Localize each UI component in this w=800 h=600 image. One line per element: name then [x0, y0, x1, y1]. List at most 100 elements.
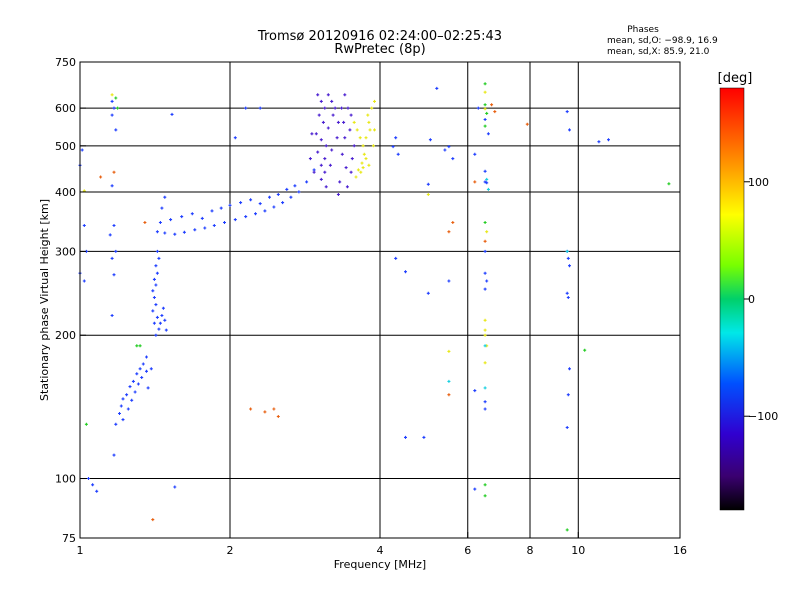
- scatter-point: [164, 328, 168, 332]
- scatter-point: [566, 393, 570, 397]
- scatter-point: [173, 232, 177, 236]
- scatter-point: [228, 203, 232, 207]
- scatter-point: [276, 193, 280, 196]
- scatter-point: [483, 82, 487, 86]
- x-tick-label: 16: [673, 544, 687, 557]
- scatter-point: [447, 393, 451, 397]
- scatter-point: [319, 177, 323, 181]
- scatter-point: [110, 184, 114, 188]
- scatter-point: [108, 233, 112, 237]
- scatter-point: [485, 181, 489, 185]
- scatter-point: [151, 309, 155, 313]
- scatter-point: [138, 344, 142, 348]
- scatter-point: [219, 206, 223, 210]
- scatter-point: [154, 303, 158, 307]
- scatter-point: [485, 111, 489, 115]
- scatter-point: [143, 221, 147, 224]
- scatter-point: [155, 315, 159, 319]
- scatter-point: [151, 289, 155, 293]
- scatter-point: [447, 145, 451, 149]
- scatter-point: [289, 195, 293, 199]
- scatter-series: [99, 103, 529, 522]
- scatter-point: [483, 124, 487, 128]
- scatter-point: [268, 195, 271, 199]
- scatter-point: [112, 170, 116, 174]
- scatter-point: [331, 113, 335, 117]
- scatter-point: [163, 231, 167, 235]
- x-tick-label: 2: [227, 544, 234, 557]
- scatter-point: [483, 90, 487, 94]
- scatter-point: [293, 184, 297, 188]
- scatter-point: [121, 418, 125, 422]
- scatter-point: [359, 170, 363, 174]
- scatter-point: [263, 209, 267, 213]
- scatter-point: [155, 230, 159, 234]
- scatter-point: [126, 407, 130, 411]
- scatter-point: [321, 120, 325, 124]
- scatter-point: [344, 166, 348, 170]
- scatter-point: [483, 118, 487, 121]
- scatter-point: [155, 271, 159, 275]
- scatter-point: [373, 128, 376, 132]
- scatter-point: [112, 453, 116, 457]
- scatter-point: [428, 138, 432, 142]
- scatter-point: [355, 128, 359, 132]
- scatter-point: [112, 224, 116, 227]
- scatter-point: [84, 422, 88, 426]
- scatter-point: [566, 296, 570, 299]
- scatter-point: [361, 166, 365, 170]
- scatter-point: [483, 103, 487, 107]
- y-tick-label: 750: [55, 56, 76, 69]
- scatter-point: [110, 99, 114, 103]
- scatter-point: [426, 291, 430, 295]
- scatter-point: [141, 362, 145, 366]
- scatter-point: [310, 132, 314, 136]
- scatter-point: [483, 221, 487, 224]
- scatter-point: [82, 279, 86, 283]
- scatter-point: [336, 120, 340, 124]
- scatter-point: [136, 382, 140, 386]
- scatter-point: [490, 103, 494, 107]
- scatter-point: [373, 99, 376, 103]
- scatter-point: [200, 216, 204, 220]
- scatter-point: [114, 96, 118, 100]
- scatter-point: [607, 138, 610, 142]
- scatter-point: [160, 206, 164, 210]
- y-tick-label: 300: [55, 245, 76, 258]
- scatter-point: [343, 136, 347, 140]
- scatter-point: [348, 128, 352, 132]
- scatter-point: [169, 218, 173, 222]
- scatter-point: [272, 205, 276, 209]
- scatter-point: [597, 140, 601, 144]
- scatter-point: [396, 152, 400, 156]
- scatter-point: [350, 157, 354, 161]
- scatter-point: [483, 407, 487, 411]
- scatter-point: [116, 106, 120, 110]
- scatter-point: [82, 224, 86, 227]
- scatter-point: [258, 106, 262, 110]
- scatter-point: [163, 195, 167, 199]
- scatter-point: [154, 264, 158, 268]
- scatter-point: [486, 132, 490, 136]
- x-tick-label: 6: [464, 544, 471, 557]
- x-axis-label: Frequency [MHz]: [334, 558, 426, 571]
- scatter-point: [138, 367, 142, 371]
- scatter-point: [447, 349, 451, 353]
- colorbar-tick-label: −100: [748, 410, 778, 423]
- scatter-point: [566, 256, 570, 260]
- stats-title: Phases: [627, 25, 659, 35]
- scatter-point: [483, 287, 487, 291]
- scatter-point: [170, 112, 174, 116]
- scatter-point: [155, 249, 159, 253]
- scatter-series: [82, 90, 489, 365]
- scatter-point: [473, 487, 477, 491]
- scatter-point: [152, 277, 156, 281]
- scatter-point: [323, 106, 327, 110]
- scatter-point: [486, 187, 490, 191]
- scatter-point: [483, 386, 487, 390]
- stats-o-mode: mean, sd,O: −98.9, 16.9: [607, 36, 718, 46]
- scatter-point: [404, 435, 407, 439]
- scatter-point: [483, 249, 487, 253]
- scatter-point: [364, 136, 368, 140]
